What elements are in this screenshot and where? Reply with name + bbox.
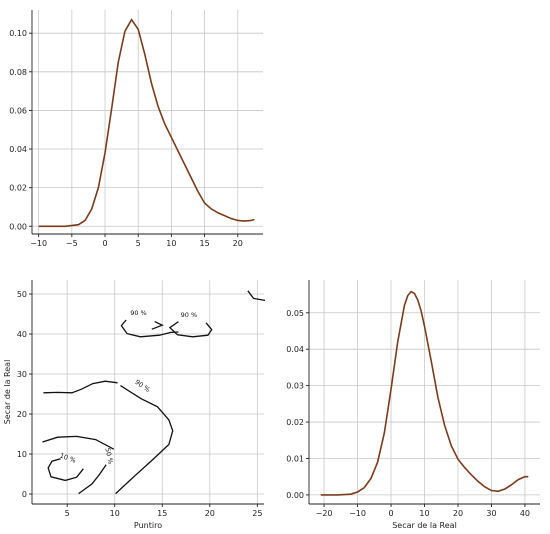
x-tick-label: 5: [136, 239, 141, 248]
y-tick-label: 0.02: [9, 184, 27, 193]
contour-label: 10 %: [59, 452, 77, 465]
density-plot-bottom-right: −20 −10 0 10 20 30 40 0.00 0.01 0.02 0.03 0.04 0.05 S…: [286, 280, 540, 530]
contour-line: [42, 435, 115, 450]
y-tick-label: 0.04: [286, 345, 304, 354]
y-tick-label: 0: [22, 490, 27, 499]
density-plot-top-left: −10 −5 0 5 10 15 20 0.00 0.02 0.04 0.06 0.08 0.10: [9, 10, 263, 248]
contour-plot-bottom-left: 90 % 90 % 90 % 10 % 50 % 5 10 15 20 25 0 10 20 30 40 50…: [3, 280, 266, 530]
contour-line: [43, 380, 118, 394]
contour-line: [247, 290, 266, 302]
x-tick-label: 40: [520, 509, 530, 518]
contour-label: 90 %: [181, 311, 198, 319]
contour-label: 90 %: [130, 309, 147, 317]
y-tick-label: 0.02: [286, 418, 304, 427]
y-tick-label: 40: [17, 330, 27, 339]
x-tick-label: 0: [102, 239, 107, 248]
x-tick-label: −10: [30, 239, 47, 248]
contour-line: [151, 321, 164, 330]
x-tick-label: 25: [252, 509, 262, 518]
y-axis-label: Secar de la Real: [3, 360, 12, 425]
y-tick-label: 10: [17, 450, 27, 459]
x-tick-label: 10: [419, 509, 429, 518]
x-tick-label: 20: [205, 509, 215, 518]
x-tick-label: 20: [453, 509, 463, 518]
y-tick-label: 0.00: [9, 222, 27, 231]
y-tick-label: 0.00: [286, 491, 304, 500]
x-tick-label: 10: [110, 509, 120, 518]
y-tick-label: 0.01: [286, 454, 304, 463]
x-tick-label: −5: [66, 239, 78, 248]
contour-line: [78, 464, 107, 495]
x-tick-label: 0: [388, 509, 393, 518]
y-tick-label: 0.06: [9, 106, 27, 115]
y-tick-label: 0.03: [286, 382, 304, 391]
x-tick-label: −20: [316, 509, 333, 518]
contour-line: [120, 319, 179, 338]
contour-line: [115, 385, 174, 495]
density-curve: [38, 18, 255, 228]
x-tick-label: 15: [199, 239, 209, 248]
x-axis-label: Secar de la Real: [392, 521, 457, 530]
y-tick-label: 20: [17, 410, 27, 419]
contour-line: [47, 458, 84, 482]
contour-label: 90 %: [133, 378, 151, 394]
x-tick-label: 30: [486, 509, 496, 518]
x-tick-label: 15: [157, 509, 167, 518]
y-tick-label: 50: [17, 290, 27, 299]
y-tick-label: 0.05: [286, 309, 304, 318]
density-curve: [320, 290, 529, 496]
x-axis-label: Puntiro: [134, 521, 162, 530]
y-tick-label: 30: [17, 370, 27, 379]
y-tick-label: 0.10: [9, 29, 27, 38]
y-tick-label: 0.08: [9, 68, 27, 77]
x-tick-label: 5: [65, 509, 70, 518]
y-tick-label: 0.04: [9, 145, 27, 154]
x-tick-label: −10: [349, 509, 366, 518]
x-tick-label: 10: [166, 239, 176, 248]
x-tick-label: 20: [233, 239, 243, 248]
contour-line: [168, 321, 213, 338]
contour-label: 50 %: [103, 447, 114, 465]
